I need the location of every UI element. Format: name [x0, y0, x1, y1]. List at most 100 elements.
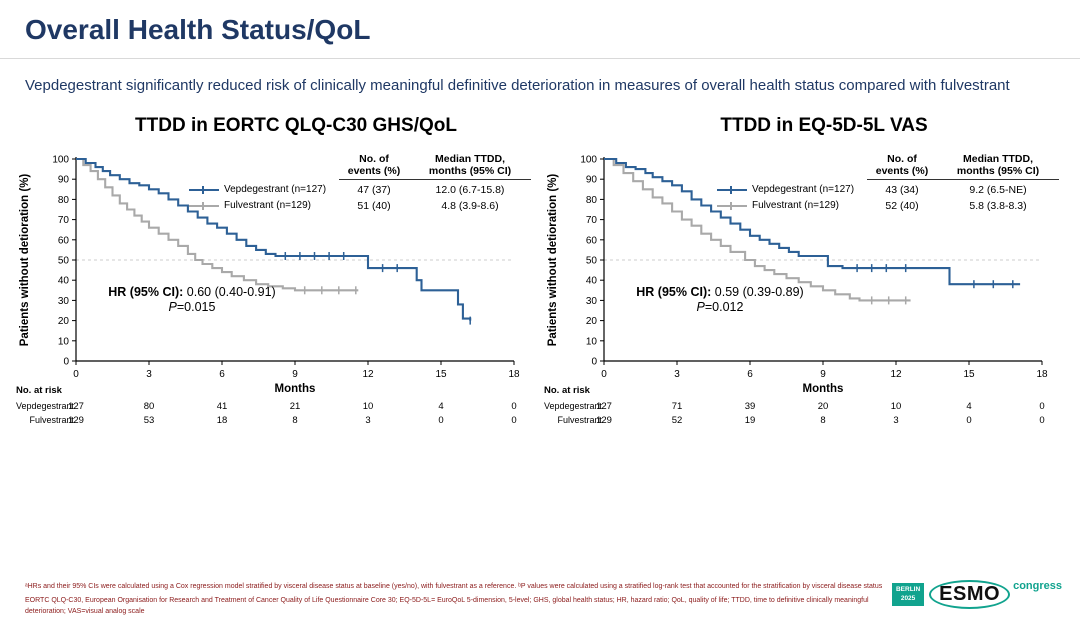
- median-value: 9.2 (6.5-NE): [969, 183, 1027, 196]
- svg-text:6: 6: [747, 369, 753, 380]
- svg-text:4: 4: [438, 401, 443, 412]
- legend-item-fulvestrant: Fulvestrant (n=129): [189, 200, 339, 211]
- svg-text:0: 0: [966, 415, 971, 426]
- subtitle: Vepdegestrant significantly reduced risk…: [25, 77, 1010, 94]
- vepdegestrant-line-sample: [717, 185, 747, 194]
- fulvestrant-line-sample: [189, 201, 219, 210]
- esmo-congress-logo: BERLIN 2025 ESMO congress: [891, 580, 1062, 609]
- p-symbol: P: [168, 299, 177, 314]
- svg-text:129: 129: [68, 415, 84, 426]
- svg-text:0: 0: [1039, 415, 1044, 426]
- svg-text:6: 6: [219, 369, 225, 380]
- svg-text:100: 100: [52, 154, 69, 165]
- km-series-0: [604, 157, 1021, 288]
- svg-text:127: 127: [596, 401, 612, 412]
- svg-text:15: 15: [435, 369, 447, 380]
- svg-text:30: 30: [586, 296, 598, 307]
- svg-text:60: 60: [58, 235, 70, 246]
- legend-item-vepdegestrant: Vepdegestrant (n=127): [717, 184, 867, 195]
- events-value: 43 (34): [885, 183, 919, 196]
- svg-text:0: 0: [63, 356, 69, 367]
- svg-text:Fulvestrant: Fulvestrant: [29, 415, 74, 425]
- y-axis: 0 10 20 30 40 50 60 70 80 90 100 Patients without d…: [19, 154, 77, 367]
- svg-text:Fulvestrant: Fulvestrant: [557, 415, 602, 425]
- km-series-1: [604, 157, 911, 305]
- svg-text:9: 9: [820, 369, 826, 380]
- berlin-2025-badge: BERLIN 2025: [891, 583, 925, 606]
- congress-label: congress: [1013, 580, 1062, 592]
- svg-text:9: 9: [292, 369, 298, 380]
- svg-text:40: 40: [58, 275, 70, 286]
- km-series-0: [76, 157, 472, 325]
- events-value: 52 (40): [885, 199, 919, 212]
- svg-text:20: 20: [58, 316, 70, 327]
- y-axis: 0 10 20 30 40 50 60 70 80 90 100 Patients without d…: [547, 154, 605, 367]
- svg-text:15: 15: [963, 369, 975, 380]
- km-series-1: [76, 157, 359, 295]
- svg-text:90: 90: [58, 174, 70, 185]
- chart-panel-eortc-qlq-c30: TTDD in EORTC QLQ-C30 GHS/QoL 0 10 20 30 40 5…: [14, 107, 534, 439]
- hr-label: HR (95% CI):: [636, 284, 712, 299]
- footnote-abbreviations: EORTC QLQ-C30, European Organisation for…: [25, 596, 869, 615]
- svg-text:8: 8: [292, 415, 297, 426]
- svg-text:127: 127: [68, 401, 84, 412]
- svg-text:39: 39: [745, 401, 756, 412]
- svg-text:0: 0: [591, 356, 597, 367]
- svg-text:3: 3: [365, 415, 370, 426]
- svg-text:40: 40: [586, 275, 598, 286]
- legend-item-vepdegestrant: Vepdegestrant (n=127): [189, 184, 339, 195]
- svg-text:10: 10: [891, 401, 902, 412]
- hr-label: HR (95% CI):: [108, 284, 184, 299]
- legend-text: Vepdegestrant (n=127): [224, 184, 327, 196]
- svg-text:0: 0: [511, 401, 516, 412]
- svg-text:3: 3: [893, 415, 898, 426]
- chart-panel-eq5d5l: TTDD in EQ-5D-5L VAS 0 10 20 30 40 50 60 70 80 90…: [542, 107, 1062, 439]
- svg-text:71: 71: [672, 401, 683, 412]
- title-divider: [0, 58, 1080, 59]
- svg-text:80: 80: [58, 195, 70, 206]
- badge-year: 2025: [900, 594, 916, 602]
- events-column-header: No. of events (%): [867, 153, 937, 180]
- svg-text:8: 8: [820, 415, 825, 426]
- slide-root: Overall Health Status/QoL Vepdegestrant …: [0, 14, 1080, 615]
- svg-text:0: 0: [438, 415, 443, 426]
- svg-text:18: 18: [508, 369, 520, 380]
- x-axis: 0 3 6 9 12 15 18 Months: [601, 360, 1048, 395]
- svg-text:21: 21: [290, 401, 301, 412]
- svg-text:0: 0: [1039, 401, 1044, 412]
- svg-text:19: 19: [745, 415, 756, 426]
- y-axis-label: Patients without detioration (%): [547, 173, 559, 346]
- hr-annotation: HR (95% CI): 0.60 (0.40-0.91) P=0.015: [74, 285, 310, 314]
- legend-text: Fulvestrant (n=129): [224, 200, 311, 212]
- svg-text:3: 3: [674, 369, 680, 380]
- svg-text:20: 20: [818, 401, 829, 412]
- hr-annotation: HR (95% CI): 0.59 (0.39-0.89) P=0.012: [602, 285, 838, 314]
- svg-text:Vepdegestrant: Vepdegestrant: [544, 401, 603, 411]
- events-column-header: No. of events (%): [339, 153, 409, 180]
- p-value: =0.015: [176, 299, 216, 314]
- svg-text:90: 90: [586, 174, 598, 185]
- chart-title-eortc: TTDD in EORTC QLQ-C30 GHS/QoL: [135, 114, 457, 136]
- svg-text:80: 80: [586, 195, 598, 206]
- page-title: Overall Health Status/QoL: [25, 14, 371, 45]
- svg-text:10: 10: [58, 336, 70, 347]
- hr-value: 0.59 (0.39-0.89): [714, 284, 804, 299]
- svg-text:41: 41: [217, 401, 228, 412]
- svg-text:52: 52: [672, 415, 683, 426]
- svg-text:50: 50: [586, 255, 598, 266]
- legend-stats-table: No. of events (%) Median TTDD, months (9…: [189, 153, 534, 212]
- p-value: =0.012: [704, 299, 744, 314]
- svg-text:Vepdegestrant: Vepdegestrant: [16, 401, 75, 411]
- svg-text:No. at risk: No. at risk: [544, 385, 591, 396]
- chart-box-eq5d5l: 0 10 20 30 40 50 60 70 80 90 100 Patients without d…: [542, 139, 1062, 439]
- svg-text:100: 100: [580, 154, 597, 165]
- hr-value: 0.60 (0.40-0.91): [186, 284, 276, 299]
- charts-row: TTDD in EORTC QLQ-C30 GHS/QoL 0 10 20 30 40 5…: [0, 107, 1080, 439]
- median-column-header: Median TTDD, months (95% CI): [409, 153, 531, 180]
- footnote-statistics: ᵃHRs and their 95% CIs were calculated u…: [25, 583, 883, 591]
- x-axis-label: Months: [275, 383, 316, 395]
- svg-text:12: 12: [362, 369, 374, 380]
- median-value: 4.8 (3.9-8.6): [441, 199, 499, 212]
